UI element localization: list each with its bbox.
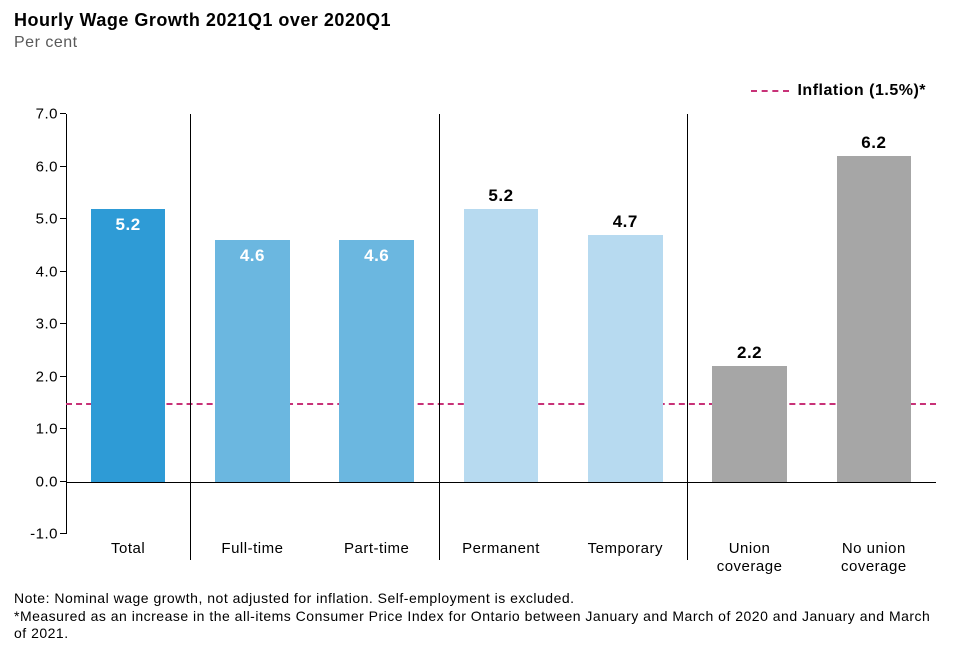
- y-tick-label: 3.0: [36, 316, 58, 333]
- bar-value-label: 4.6: [364, 246, 389, 266]
- inflation-legend-swatch: [751, 90, 789, 92]
- plot-area: Inflation (1.5%)* -1.00.01.02.03.04.05.0…: [66, 114, 936, 534]
- y-tick-label: 0.0: [36, 473, 58, 490]
- y-axis-line: [66, 114, 67, 534]
- y-tick-label: 6.0: [36, 158, 58, 175]
- bar-value-label: 5.2: [488, 186, 513, 206]
- chart-container: Hourly Wage Growth 2021Q1 over 2020Q1 Pe…: [0, 0, 960, 660]
- bar: 6.2: [837, 156, 912, 482]
- category-label: Full-time: [221, 540, 283, 558]
- category-label: Total: [111, 540, 145, 558]
- inflation-legend: Inflation (1.5%)*: [751, 82, 926, 100]
- bar: 5.2: [91, 209, 166, 482]
- category-label: Part-time: [344, 540, 409, 558]
- bar-value-label: 6.2: [861, 133, 886, 153]
- inflation-legend-label: Inflation (1.5%)*: [797, 82, 926, 100]
- y-tick-label: 4.0: [36, 263, 58, 280]
- bar: 2.2: [712, 366, 787, 482]
- category-label: Temporary: [588, 540, 663, 558]
- bar-value-label: 5.2: [116, 215, 141, 235]
- chart-notes: Note: Nominal wage growth, not adjusted …: [14, 590, 946, 643]
- category-label: No union coverage: [841, 540, 907, 576]
- bar: 4.7: [588, 235, 663, 482]
- group-divider: [439, 114, 440, 560]
- category-label: Permanent: [462, 540, 540, 558]
- y-tick-label: 5.0: [36, 211, 58, 228]
- bar-value-label: 2.2: [737, 343, 762, 363]
- chart-subtitle: Per cent: [14, 34, 78, 52]
- group-divider: [687, 114, 688, 560]
- bar-value-label: 4.7: [613, 212, 638, 232]
- y-tick-label: 2.0: [36, 368, 58, 385]
- bar: 4.6: [215, 240, 290, 482]
- bar: 5.2: [464, 209, 539, 482]
- category-label: Union coverage: [717, 540, 783, 576]
- y-tick-label: 7.0: [36, 106, 58, 123]
- bar: 4.6: [339, 240, 414, 482]
- bar-value-label: 4.6: [240, 246, 265, 266]
- x-axis-zero-line: [66, 482, 936, 483]
- y-tick-label: -1.0: [30, 526, 58, 543]
- chart-title: Hourly Wage Growth 2021Q1 over 2020Q1: [14, 10, 391, 31]
- y-tick-label: 1.0: [36, 421, 58, 438]
- group-divider: [190, 114, 191, 560]
